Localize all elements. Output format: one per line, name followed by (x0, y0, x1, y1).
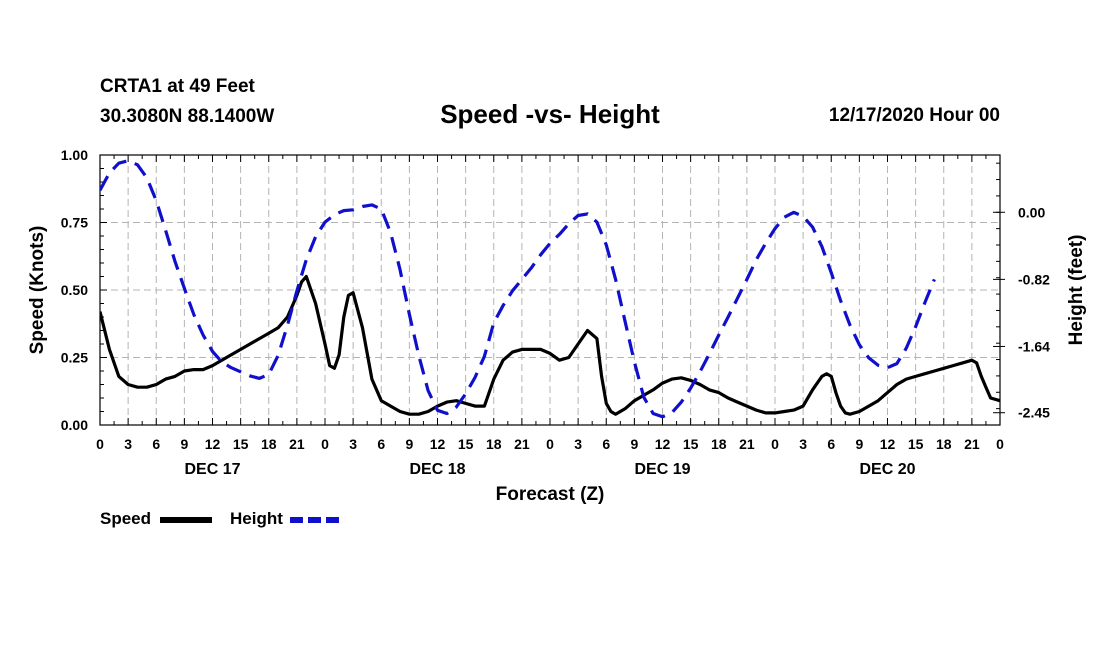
x-tick-label: 15 (458, 436, 474, 452)
y-tick-label: 0.25 (61, 350, 88, 366)
legend-speed-label: Speed (100, 509, 152, 528)
plot-frame (99, 154, 1001, 426)
x-tick-label: 6 (827, 436, 835, 452)
station-coordinates: 30.3080N 88.1400W (100, 106, 275, 127)
x-tick-label: 18 (936, 436, 952, 452)
y2-axis-title: Height (feet) (1066, 235, 1087, 346)
x-tick-label: 9 (855, 436, 863, 452)
chart-title: Speed -vs- Height (440, 99, 660, 129)
x-axis-title: Forecast (Z) (496, 484, 605, 505)
x-tick-label: 12 (205, 436, 221, 452)
height-series-line (100, 159, 936, 419)
x-tick-label: 0 (321, 436, 329, 452)
x-tick-label: 12 (880, 436, 896, 452)
x-tick-label: 18 (261, 436, 277, 452)
x-tick-label: 0 (546, 436, 554, 452)
x-tick-label: 6 (152, 436, 160, 452)
x-day-label: DEC 18 (409, 461, 465, 478)
x-tick-label: 0 (96, 436, 104, 452)
x-tick-label: 3 (574, 436, 582, 452)
x-tick-label: 15 (683, 436, 699, 452)
x-tick-label: 21 (289, 436, 305, 452)
x-tick-label: 9 (405, 436, 413, 452)
x-day-label: DEC 17 (184, 461, 240, 478)
x-tick-label: 0 (771, 436, 779, 452)
x-tick-label: 18 (486, 436, 502, 452)
y-tick-label: 0.00 (61, 417, 88, 433)
x-tick-label: 15 (233, 436, 249, 452)
forecast-date: 12/17/2020 Hour 00 (828, 105, 1000, 126)
x-tick-label: 21 (514, 436, 530, 452)
x-tick-label: 3 (799, 436, 807, 452)
y-tick-label: 0.75 (61, 215, 88, 231)
y-tick-label: 1.00 (61, 147, 88, 163)
x-tick-label: 9 (180, 436, 188, 452)
y2-tick-label: -0.82 (1018, 271, 1050, 287)
x-tick-label: 12 (655, 436, 671, 452)
x-tick-label: 9 (630, 436, 638, 452)
x-tick-label: 21 (964, 436, 980, 452)
x-day-label: DEC 20 (859, 461, 915, 478)
x-day-label: DEC 19 (634, 461, 690, 478)
x-tick-label: 12 (430, 436, 446, 452)
legend-height-label: Height (230, 509, 283, 528)
x-tick-label: 15 (908, 436, 924, 452)
y2-tick-label: -2.45 (1018, 405, 1050, 421)
x-tick-label: 21 (739, 436, 755, 452)
y2-tick-label: 0.00 (1018, 204, 1045, 220)
x-tick-label: 6 (377, 436, 385, 452)
station-label: CRTA1 at 49 Feet (100, 76, 255, 97)
y-tick-label: 0.50 (61, 282, 88, 298)
series-group (100, 159, 1000, 419)
y-axis-title: Speed (Knots) (27, 226, 48, 355)
x-tick-label: 3 (124, 436, 132, 452)
y2-tick-label: -1.64 (1018, 338, 1050, 354)
x-tick-label: 3 (349, 436, 357, 452)
x-tick-label: 18 (711, 436, 727, 452)
x-tick-label: 6 (602, 436, 610, 452)
x-tick-label: 0 (996, 436, 1004, 452)
